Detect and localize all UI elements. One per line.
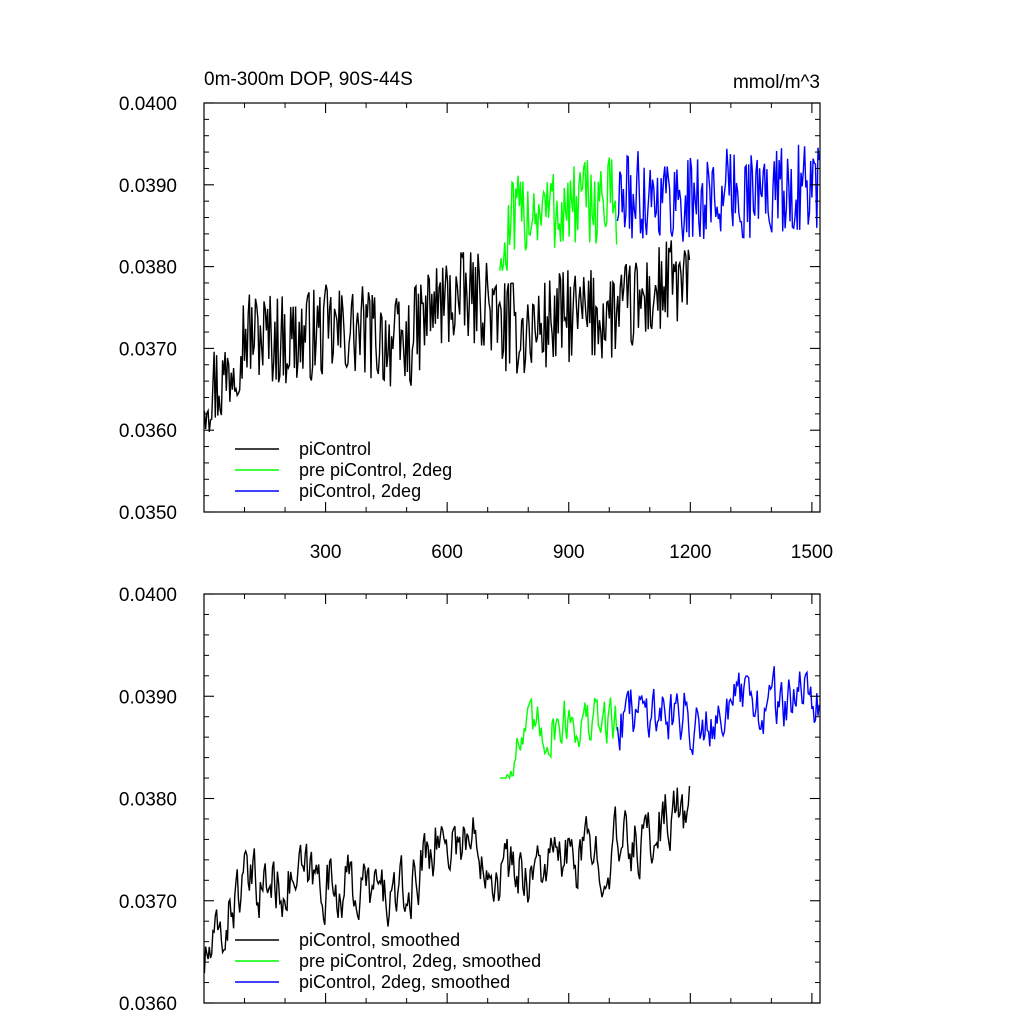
y-tick-label: 0.0370 — [119, 339, 177, 360]
x-tick-label: 600 — [431, 542, 463, 563]
y-tick-label: 0.0350 — [119, 503, 177, 524]
y-tick-label: 0.0390 — [119, 176, 177, 197]
legend-label-picontrol: piControl — [299, 439, 371, 459]
series-line-pre-picontrol-2deg-smoothed — [499, 697, 618, 781]
x-tick-label: 900 — [553, 542, 585, 563]
top-plot-frame — [203, 102, 821, 513]
series-line-picontrol-2deg — [616, 144, 820, 242]
y-tick-label: 0.0370 — [119, 892, 177, 913]
top-panel: 0m-300m DOP, 90S-44S mmol/m^3 0.0350 0.03… — [119, 69, 833, 563]
y-tick-label: 0.0380 — [119, 790, 177, 811]
y-tick-label: 0.0360 — [119, 994, 177, 1015]
legend-label-pre-picontrol-2deg: pre piControl, 2deg — [299, 460, 452, 480]
top-panel-title: 0m-300m DOP, 90S-44S — [204, 69, 413, 90]
legend-label-picontrol-2deg-smoothed: piControl, 2deg, smoothed — [299, 972, 510, 992]
x-tick-label: 300 — [310, 542, 342, 563]
y-tick-label: 0.0400 — [119, 94, 177, 115]
legend-label-picontrol-2deg: piControl, 2deg — [299, 481, 421, 501]
series-line-picontrol — [203, 240, 691, 432]
series-line-picontrol-2deg-smoothed — [616, 666, 820, 755]
y-tick-label: 0.0400 — [119, 585, 177, 606]
x-tick-label: 1200 — [669, 542, 711, 563]
x-tick-label: 1500 — [791, 542, 833, 563]
bottom-panel: 0.0360 0.0370 0.0380 0.0390 0.0400 piControl… — [119, 585, 821, 1015]
series-line-picontrol-smoothed — [203, 785, 691, 974]
series-line-pre-picontrol-2deg — [499, 157, 618, 271]
y-tick-label: 0.0380 — [119, 258, 177, 279]
top-panel-units: mmol/m^3 — [733, 72, 820, 93]
y-tick-label: 0.0360 — [119, 421, 177, 442]
legend-label-picontrol-smoothed: piControl, smoothed — [299, 930, 460, 950]
y-tick-label: 0.0390 — [119, 687, 177, 708]
bottom-plot-frame — [203, 593, 821, 1004]
legend-label-pre-picontrol-2deg-smoothed: pre piControl, 2deg, smoothed — [299, 951, 541, 971]
